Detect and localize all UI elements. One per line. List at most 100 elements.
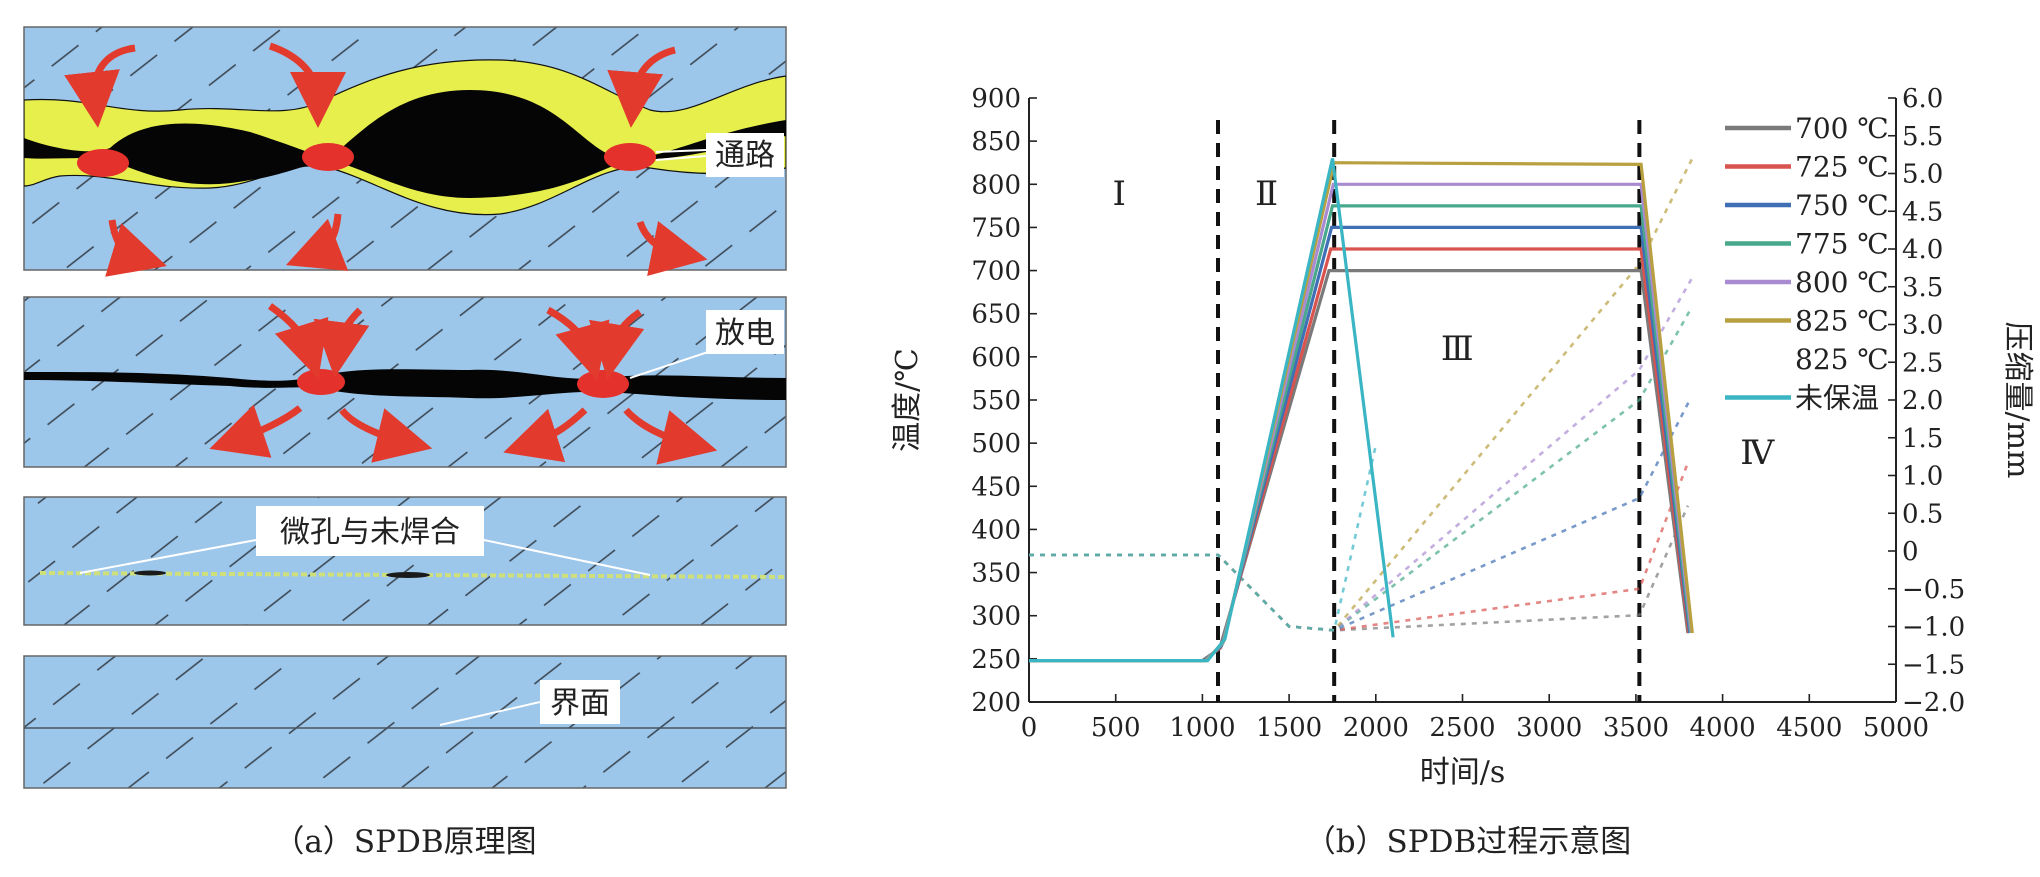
legend-label: 未保温 [1795,382,1879,415]
panel-a: 通路 放电 [23,26,787,860]
legend-label: 725 ℃ [1795,151,1889,184]
y-tick-label: 300 [971,602,1021,632]
callout-line [655,149,707,153]
chart: 0 500 1000 1500 2000 2500 3000 3500 4000 4500 5000… [890,84,2035,790]
pressure-arrow [546,306,610,381]
stage-label: Ⅲ [1441,329,1474,369]
label-discharge-box [706,310,784,354]
x-tick-label: 4000 [1690,713,1756,743]
y2-tick-label: 1.0 [1902,462,1943,492]
compression-line [1029,445,1378,632]
temperature-line [1029,161,1694,663]
label-channel-box [706,133,784,177]
y2-tick-label: −1.5 [1902,650,1965,680]
y-tick-label: 400 [971,515,1021,545]
stage-label: Ⅰ [1112,174,1125,214]
callout-line [79,539,257,574]
y2-tick-label: 3.5 [1902,273,1943,303]
y2-tick-label: 0.5 [1902,499,1943,529]
label-discharge: 放电 [715,316,775,351]
x-tick-label: 3500 [1603,713,1669,743]
spark-point [577,370,629,398]
label-micropores-box [256,506,484,556]
callout-line [655,155,707,161]
temperature-line [1029,182,1693,663]
y-tick-label: 450 [971,472,1021,502]
x-tick-label: 2500 [1429,713,1495,743]
x-tick-label: 2000 [1343,713,1409,743]
micropore [386,572,430,578]
y-tick-label: 900 [971,84,1021,114]
y-tick-label: 700 [971,257,1021,287]
y2-tick-label: 4.0 [1902,235,1943,265]
y-tick-label: 250 [971,645,1021,675]
pressure-arrow [209,404,303,458]
subpanel-micropores: 微孔与未焊合 [23,496,787,626]
stage-label: Ⅱ [1255,174,1278,214]
y-tick-label: 500 [971,429,1021,459]
pressure-arrow [267,303,329,379]
spark-point [297,369,345,395]
label-interface: 界面 [550,686,610,721]
y2-tick-label: 3.0 [1902,311,1943,341]
x-axis-label: 时间/s [1420,755,1506,790]
pressure-arrow [105,219,167,277]
y2-tick-label: −2.0 [1902,688,1965,718]
pressure-arrow [636,220,708,276]
y-tick-label: 600 [971,343,1021,373]
legend-label: 825 ℃ [1795,343,1889,376]
compression-line [1029,278,1693,632]
y-tick-label: 200 [971,688,1021,718]
spark-point [77,149,129,177]
pressure-arrow [64,44,136,128]
subpanel-channel: 通路 [23,26,787,277]
legend-label: 825 ℃ [1795,305,1889,338]
y2-tick-label: 0 [1902,537,1919,567]
legend-label: 775 ℃ [1795,228,1889,261]
y2-tick-label: 1.5 [1902,424,1943,454]
gap-region [24,90,786,198]
legend-label: 700 ℃ [1795,112,1889,145]
x-tick-label: 3000 [1516,713,1582,743]
y2-tick-label: −1.0 [1902,613,1965,643]
x-tick-label: 4500 [1776,713,1842,743]
y-tick-label: 550 [971,386,1021,416]
temperature-line [1029,225,1692,663]
y2-tick-label: 2.5 [1902,348,1943,378]
y2-tick-label: 5.5 [1902,122,1943,152]
x-tick-label: 5000 [1863,713,1929,743]
pressure-arrow [588,309,645,380]
pressure-arrow [503,407,588,463]
y2-tick-label: 6.0 [1902,84,1943,114]
y-tick-label: 750 [971,213,1021,243]
y2-tick-label: −0.5 [1902,575,1965,605]
subpanel-discharge: 放电 [23,296,787,468]
compression-line [1029,157,1694,632]
compression-line [1029,459,1691,632]
spark-point [604,143,656,171]
compression-line [1029,308,1692,632]
label-channel: 通路 [715,138,775,173]
caption-b: （b）SPDB过程示意图 [1305,824,1632,860]
temperature-line [1029,269,1690,663]
spark-point [302,143,354,171]
subpanel-interface-frame [23,655,787,789]
y2-tick-label: 4.5 [1902,197,1943,227]
label-interface-box [540,680,620,724]
y2-axis-label: 压缩量/mm [2000,321,2035,478]
y-axis-label: 温度/℃ [890,348,925,452]
x-tick-label: 1500 [1256,713,1322,743]
subpanel-interface: 界面 [23,655,787,789]
panel-b: 0 500 1000 1500 2000 2500 3000 3500 4000 4500 5000… [890,84,2035,860]
y-tick-label: 850 [971,127,1021,157]
callout-line [439,701,541,726]
temperature-line [1029,158,1395,663]
legend-label: 750 ℃ [1795,189,1889,222]
stage-label: Ⅳ [1740,433,1775,473]
y-tick-label: 350 [971,559,1021,589]
pressure-arrow [268,42,346,128]
pressure-arrow [339,407,433,463]
pressure-arrow [285,213,349,271]
x-tick-label: 500 [1091,713,1141,743]
